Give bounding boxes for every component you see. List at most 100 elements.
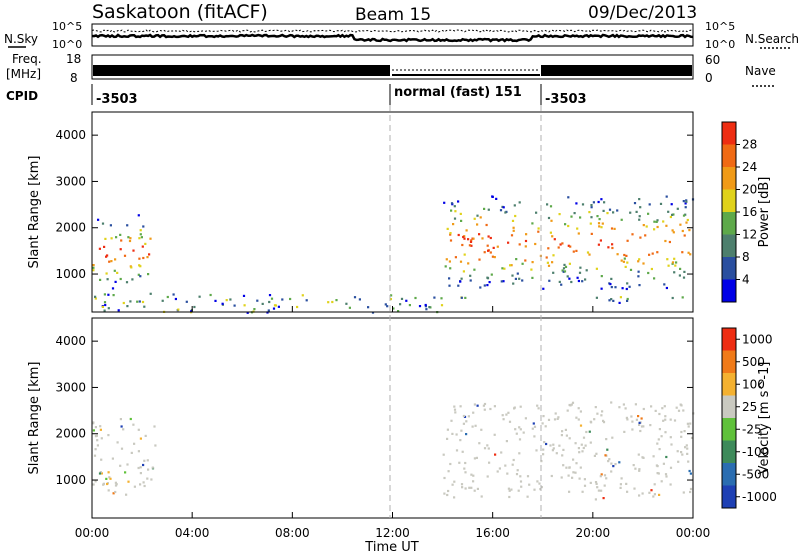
echo-cell	[671, 261, 675, 264]
echo-cell	[669, 215, 672, 219]
echo-cell	[603, 474, 607, 477]
echo-cell	[467, 262, 470, 265]
echo-cell	[140, 236, 143, 239]
echo-cell	[600, 414, 603, 417]
echo-cell	[132, 249, 135, 252]
echo-cell	[96, 439, 99, 442]
echo-cell	[682, 214, 686, 217]
echo-cell	[508, 495, 511, 499]
echo-cell	[684, 446, 687, 449]
echo-cell	[540, 486, 543, 489]
echo-cell	[623, 253, 626, 257]
echo-cell	[138, 300, 141, 303]
echo-cell	[499, 209, 503, 212]
echo-cell	[504, 211, 507, 214]
echo-cell	[662, 419, 665, 422]
echo-cell	[601, 410, 604, 413]
echo-cell	[112, 294, 115, 297]
echo-cell	[656, 465, 659, 468]
echo-cell	[512, 229, 515, 232]
echo-cell	[618, 301, 621, 304]
echo-cell	[464, 296, 467, 299]
velocity-y-ticks: 1000 2000 3000 4000	[55, 334, 693, 487]
echo-cell	[533, 425, 537, 428]
echo-cell	[638, 198, 641, 201]
echo-cell	[669, 483, 672, 486]
echo-cell	[682, 491, 685, 494]
echo-cell	[327, 301, 330, 304]
echo-cell	[464, 471, 467, 474]
echo-cell	[289, 297, 292, 301]
echo-cell	[664, 239, 667, 243]
echo-cell	[214, 299, 217, 302]
echo-cell	[479, 286, 482, 289]
echo-cell	[128, 239, 132, 243]
echo-cell	[686, 422, 689, 425]
echo-cell	[524, 417, 527, 420]
echo-cell	[498, 467, 501, 470]
echo-cell	[126, 463, 129, 466]
echo-cell	[137, 466, 140, 470]
echo-cell	[102, 482, 105, 485]
echo-cell	[588, 253, 591, 256]
echo-cell	[146, 256, 149, 259]
echo-cell	[537, 407, 540, 410]
echo-cell	[440, 297, 443, 300]
echo-cell	[653, 493, 656, 496]
echo-cell	[512, 226, 515, 229]
echo-cell	[455, 449, 459, 452]
echo-cell	[608, 299, 611, 302]
echo-cell	[483, 408, 486, 411]
echo-cell	[642, 224, 645, 227]
echo-cell	[143, 484, 146, 488]
echo-cell	[443, 476, 446, 480]
echo-cell	[583, 484, 587, 487]
nave-tick-high: 60	[705, 53, 720, 67]
date-title: 09/Dec/2013	[588, 3, 697, 23]
echo-cell	[590, 232, 593, 235]
echo-cell	[116, 271, 119, 274]
echo-cell	[103, 301, 107, 304]
echo-cell	[683, 234, 686, 237]
echo-cell	[457, 233, 460, 237]
freq-tick-high: 18	[66, 52, 81, 66]
echo-cell	[637, 275, 640, 278]
echo-cell	[133, 442, 136, 445]
echo-cell	[480, 428, 483, 431]
echo-cell	[139, 483, 142, 486]
echo-cell	[689, 422, 692, 425]
echo-cell	[531, 427, 534, 430]
echo-cell	[570, 215, 573, 218]
echo-cell	[577, 407, 580, 410]
echo-cell	[101, 222, 105, 225]
echo-cell	[450, 209, 453, 212]
echo-cell	[460, 277, 463, 280]
echo-cell	[597, 222, 601, 225]
y-tick-label: 2000	[55, 221, 86, 235]
echo-cell	[459, 212, 462, 215]
nsearch-tick-high: 10^5	[705, 20, 735, 33]
echo-cell	[555, 452, 558, 455]
echo-cell	[473, 268, 476, 271]
echo-cell	[305, 299, 308, 302]
echo-cell	[94, 448, 97, 451]
echo-cell	[114, 258, 117, 261]
echo-cell	[470, 244, 473, 247]
echo-cell	[489, 251, 492, 254]
echo-cell	[625, 416, 628, 419]
echo-cell	[639, 236, 642, 239]
echo-cell	[596, 486, 599, 489]
echo-cell	[625, 254, 628, 257]
echo-cell	[660, 435, 663, 438]
echo-cell	[229, 298, 232, 301]
echo-cell	[569, 404, 572, 407]
echo-cell	[371, 311, 375, 314]
echo-cell	[514, 277, 517, 280]
echo-cell	[547, 247, 550, 250]
echo-cell	[663, 283, 666, 286]
echo-cell	[566, 409, 569, 412]
echo-cell	[486, 284, 489, 287]
freq-tick-low: 8	[70, 71, 78, 85]
echo-cell	[583, 478, 586, 481]
echo-cell	[577, 418, 580, 421]
